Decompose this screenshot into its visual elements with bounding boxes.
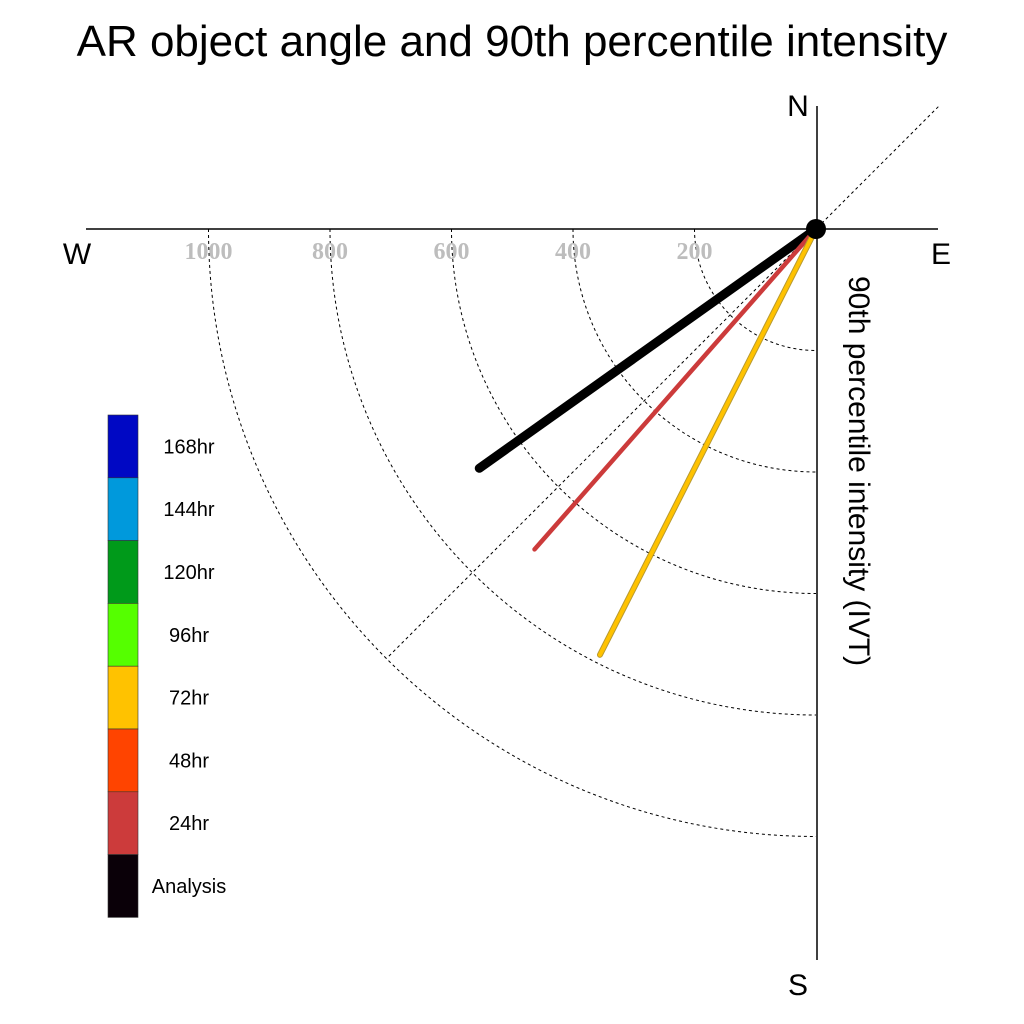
legend-swatch-168hr — [107, 414, 139, 479]
legend-label-analysis: Analysis — [152, 876, 226, 898]
tick-label-600: 600 — [434, 239, 470, 265]
vector-24hr — [532, 226, 819, 552]
tick-label-1000: 1000 — [185, 239, 233, 265]
compass-south: S — [788, 969, 808, 1002]
origin-marker — [806, 219, 826, 239]
vector-analysis — [474, 224, 821, 473]
chart-title: AR object angle and 90th percentile inte… — [77, 17, 948, 66]
legend-swatch-24hr — [107, 791, 139, 855]
legend-swatch-48hr — [107, 728, 139, 793]
vector-series — [474, 224, 821, 658]
legend-label-24hr: 24hr — [169, 813, 209, 835]
legend-label-120hr: 120hr — [163, 562, 214, 584]
tick-label-400: 400 — [555, 239, 591, 265]
tick-label-800: 800 — [312, 239, 348, 265]
reference-diagonal — [386, 106, 939, 659]
legend-swatch-72hr — [107, 665, 139, 730]
legend: 168hr 144hr 120hr 96hr 72hr 48hr 24hr Analysis — [107, 414, 226, 918]
legend-label-96hr: 96hr — [169, 625, 209, 647]
y-axis-label: 90th percentile intensity (IVT) — [842, 276, 875, 666]
grid-arc-600 — [451, 228, 817, 594]
grid-arc-200 — [694, 228, 817, 351]
legend-swatch-144hr — [107, 477, 139, 541]
compass-north: N — [787, 90, 809, 123]
legend-label-48hr: 48hr — [169, 750, 209, 772]
legend-swatch-96hr — [107, 603, 139, 667]
tick-label-200: 200 — [677, 239, 713, 265]
grid-arc-400 — [572, 228, 817, 473]
legend-label-168hr: 168hr — [163, 436, 214, 458]
radial-tick-labels: 200 400 600 800 1000 — [185, 239, 713, 265]
grid-arc-1000 — [208, 228, 817, 837]
polar-grid — [208, 106, 939, 837]
legend-label-144hr: 144hr — [163, 499, 214, 521]
compass-west: W — [63, 238, 92, 271]
vector-72hr — [597, 227, 818, 657]
legend-swatch-120hr — [107, 540, 139, 604]
legend-swatch-analysis — [107, 854, 139, 918]
legend-label-72hr: 72hr — [169, 688, 209, 710]
compass-east: E — [931, 238, 951, 271]
grid-arc-800 — [329, 228, 817, 716]
